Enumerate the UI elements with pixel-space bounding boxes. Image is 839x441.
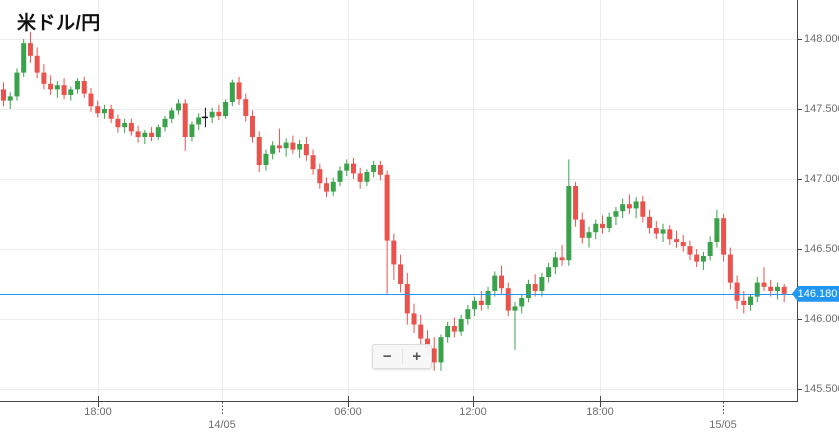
current-price-value: 146.180 bbox=[797, 287, 838, 300]
y-axis-label: 145.500 bbox=[804, 383, 839, 395]
chart-title: 米ドル/円 bbox=[17, 13, 101, 34]
x-axis-date-label: 14/05 bbox=[208, 419, 236, 431]
zoom-out-button[interactable]: − bbox=[373, 345, 402, 368]
y-axis-label: 146.500 bbox=[804, 243, 839, 255]
x-axis-date-label: 15/05 bbox=[709, 419, 737, 431]
zoom-controls: − + bbox=[372, 344, 432, 369]
y-axis-label: 147.000 bbox=[804, 173, 839, 185]
y-axis-label: 146.000 bbox=[804, 313, 839, 325]
x-axis-time-label: 12:00 bbox=[459, 406, 487, 418]
zoom-divider bbox=[401, 349, 403, 364]
current-price-badge: 146.180 bbox=[792, 285, 839, 302]
y-axis-label: 148.000 bbox=[804, 33, 839, 45]
zoom-in-button[interactable]: + bbox=[403, 345, 432, 368]
gridlines bbox=[0, 0, 797, 401]
candles bbox=[1, 32, 787, 371]
x-axis-time-label: 18:00 bbox=[84, 406, 112, 418]
x-axis-time-label: 18:00 bbox=[586, 406, 614, 418]
x-axis-time-label: 06:00 bbox=[334, 406, 362, 418]
y-axis-label: 147.500 bbox=[804, 103, 839, 115]
axis-frame bbox=[0, 0, 802, 415]
